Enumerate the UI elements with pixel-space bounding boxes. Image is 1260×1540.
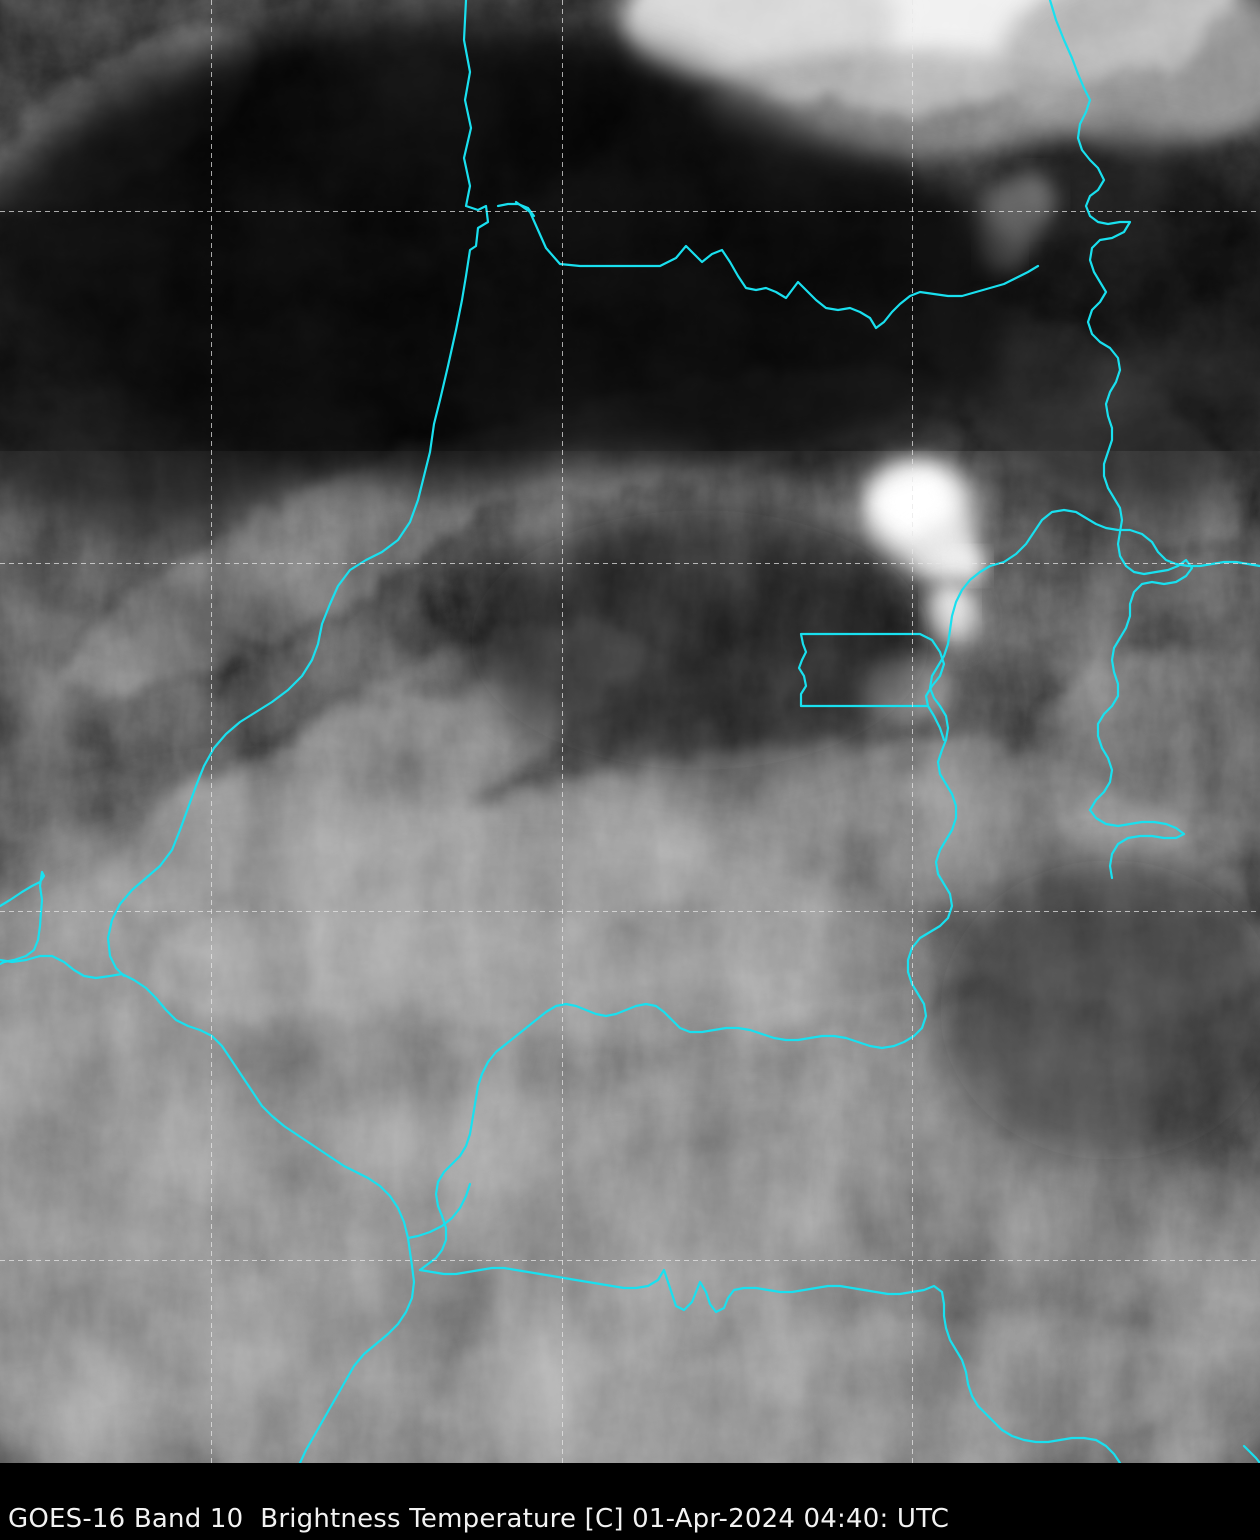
caption-bar: GOES-16 Band 10 Brightness Temperature [… <box>0 1463 1260 1540</box>
boundary-ne-river <box>1048 0 1194 812</box>
boundary-east-branch <box>988 508 1260 568</box>
boundary-left-inset-2 <box>0 954 124 980</box>
boundary-lower-left-tributary <box>406 1182 472 1240</box>
satellite-imagery-canvas <box>0 0 1260 1463</box>
boundary-lower-right-coast <box>1242 1444 1260 1463</box>
boundary-north-international <box>514 200 1040 330</box>
boundary-west-lower <box>120 972 416 1463</box>
boundary-left-inset <box>0 870 46 966</box>
satellite-raster-panel <box>0 0 1260 1463</box>
clear-dark-region-north-central <box>0 20 1260 1160</box>
boundary-west-main <box>106 0 490 978</box>
boundary-south-international <box>418 1266 1122 1463</box>
boundary-ne-river-lower <box>1088 808 1186 880</box>
boundary-upper-left-fragment <box>496 202 536 218</box>
political-boundary-overlay <box>0 0 1260 1463</box>
boundary-rect-connector <box>926 704 946 742</box>
boundary-state-polygon-rect <box>797 632 946 708</box>
boundary-centre-east-state <box>892 564 992 1048</box>
product-caption: GOES-16 Band 10 Brightness Temperature [… <box>8 1504 950 1534</box>
boundary-lower-middle-ew <box>418 1002 896 1272</box>
